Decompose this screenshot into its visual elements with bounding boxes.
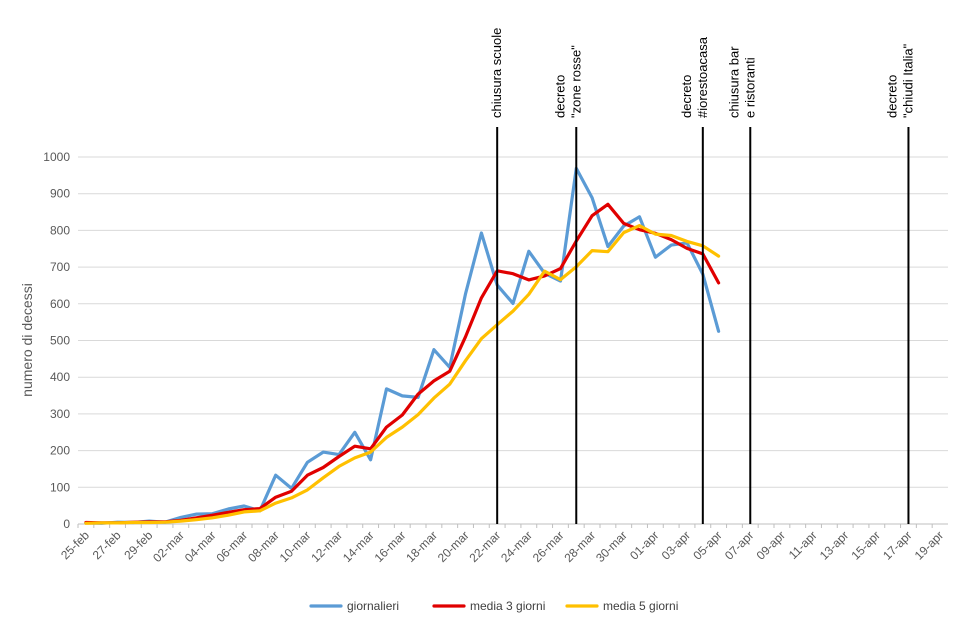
event-label: decreto — [679, 75, 694, 118]
gridlines — [78, 156, 948, 488]
y-tick-label: 500 — [50, 334, 70, 348]
y-tick-label: 700 — [50, 260, 70, 274]
x-tick-label: 28-mar — [561, 528, 598, 565]
x-tick-label: 22-mar — [467, 528, 504, 565]
x-tick-label: 12-mar — [308, 528, 345, 565]
y-tick-label: 200 — [50, 444, 70, 458]
x-tick-label: 06-mar — [213, 528, 250, 565]
legend-label: giornalieri — [347, 599, 399, 613]
y-tick-label: 0 — [63, 517, 70, 531]
series-line-media-5-giorni — [84, 224, 721, 525]
x-tick-label: 10-mar — [277, 528, 314, 565]
x-tick-label: 26-mar — [530, 528, 567, 565]
axes: 0 100 200 300 400 500 600 700 800 900 1000 25-feb27… — [43, 150, 948, 565]
event-label: decreto — [884, 75, 899, 118]
x-tick-label: 01-apr — [627, 528, 661, 562]
x-tick-label: 16-mar — [372, 528, 409, 565]
x-tick-label: 05-apr — [690, 528, 724, 562]
x-tick-label: 18-mar — [403, 528, 440, 565]
x-tick-label: 24-mar — [498, 528, 535, 565]
legend-label: media 5 giorni — [603, 599, 678, 613]
x-tick-label: 07-apr — [722, 528, 756, 562]
y-axis-label: numero di decessi — [19, 283, 35, 397]
y-tick-label: 800 — [50, 223, 70, 237]
x-tick-label: 03-apr — [659, 528, 693, 562]
y-tick-label: 300 — [50, 407, 70, 421]
series-line-media-3-giorni — [84, 202, 721, 525]
x-tick-label: 04-mar — [182, 528, 219, 565]
x-tick-label: 27-feb — [90, 528, 124, 562]
series-line-giornalieri — [84, 166, 721, 525]
y-tick-label: 600 — [50, 297, 70, 311]
x-tick-label: 19-apr — [912, 528, 946, 562]
x-tick-label: 29-feb — [121, 528, 155, 562]
x-tick-label: 14-mar — [340, 528, 377, 565]
y-tick-label: 100 — [50, 480, 70, 494]
event-label: "zone rosse" — [568, 45, 583, 118]
x-tick-label: 09-apr — [754, 528, 788, 562]
x-tick-label: 25-feb — [58, 528, 92, 562]
event-label: "chiudi Italia" — [900, 43, 915, 118]
event-label: #iorestoacasa — [695, 36, 710, 118]
event-label: chiusura scuole — [489, 28, 504, 118]
event-label: decreto — [552, 75, 567, 118]
legend: giornalieri media 3 giorni media 5 giorni — [309, 599, 678, 613]
x-tick-label: 15-apr — [849, 528, 883, 562]
series-lines — [84, 166, 721, 525]
x-tick-label: 17-apr — [880, 528, 914, 562]
y-tick-label: 1000 — [43, 150, 70, 164]
annotations: chiusura scuole decreto "zone rosse" decret… — [489, 28, 915, 524]
legend-label: media 3 giorni — [470, 599, 545, 613]
y-tick-label: 900 — [50, 187, 70, 201]
x-tick-label: 30-mar — [593, 528, 630, 565]
x-tick-label: 20-mar — [435, 528, 472, 565]
x-tick-label: 11-apr — [786, 528, 820, 562]
x-tick-label: 08-mar — [245, 528, 282, 565]
x-tick-label: 13-apr — [817, 528, 851, 562]
event-label: e ristoranti — [742, 57, 757, 118]
event-label: chiusura bar — [726, 46, 741, 118]
x-tick-label: 02-mar — [150, 528, 187, 565]
y-tick-label: 400 — [50, 370, 70, 384]
